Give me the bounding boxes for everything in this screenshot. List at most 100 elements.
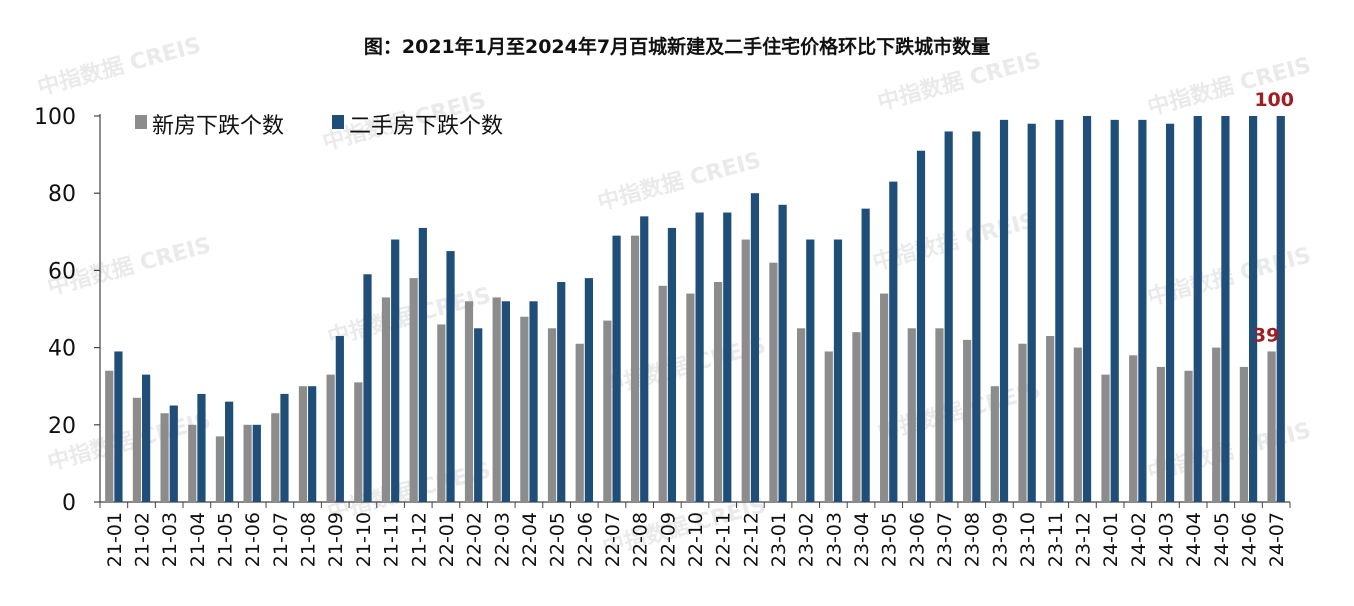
x-tick-label: 22-11	[713, 512, 735, 567]
x-tick-label: 21-02	[132, 512, 154, 567]
bar-second-21-09	[335, 336, 344, 502]
bar-new-23-03	[824, 351, 833, 502]
x-tick-label: 23-05	[879, 512, 901, 567]
legend-new-label: 新房下跌个数	[152, 114, 284, 139]
bar-new-22-06	[575, 343, 584, 502]
bar-second-21-10	[363, 274, 372, 502]
bar-new-22-08	[630, 235, 640, 502]
x-tick-label: 21-06	[242, 512, 264, 567]
x-tick-label: 24-04	[1183, 512, 1205, 567]
x-tick-label: 22-06	[574, 512, 596, 567]
legend-second-label: 二手房下跌个数	[349, 114, 503, 139]
bar-second-24-06	[1248, 116, 1258, 502]
bar-second-22-06	[584, 278, 594, 502]
x-tick-label: 23-04	[851, 512, 873, 567]
bar-second-21-11	[391, 239, 400, 502]
bar-second-23-05	[889, 181, 898, 502]
x-tick-label: 24-01	[1100, 512, 1122, 567]
bar-new-22-02	[464, 301, 474, 502]
y-tick-label: 40	[48, 337, 76, 362]
bar-second-24-03	[1165, 123, 1175, 502]
x-tick-label: 22-08	[630, 512, 652, 567]
bar-second-23-09	[999, 119, 1009, 503]
x-tick-label: 21-12	[408, 512, 430, 567]
bar-second-21-12	[418, 227, 427, 502]
legend: 新房下跌个数 二手房下跌个数	[135, 114, 503, 139]
bar-second-23-07	[944, 131, 953, 502]
bar-new-22-11	[713, 281, 723, 502]
x-tick-label: 23-02	[796, 512, 818, 567]
x-tick-label: 23-01	[768, 512, 790, 567]
bar-new-22-07	[603, 320, 612, 502]
x-tick-label: 21-05	[215, 512, 237, 567]
bar-new-23-06	[907, 328, 916, 502]
x-tick-label: 21-10	[353, 512, 375, 567]
x-tick-label: 23-11	[1045, 512, 1067, 567]
x-tick-label: 22-04	[519, 512, 541, 567]
x-tick-label: 24-03	[1155, 512, 1177, 567]
y-tick-label: 100	[34, 105, 76, 130]
x-tick-label: 22-12	[740, 512, 762, 567]
bar-second-22-09	[667, 227, 677, 502]
bar-second-22-02	[474, 328, 483, 502]
x-tick-label: 24-06	[1238, 512, 1260, 567]
x-tick-label: 23-12	[1072, 512, 1094, 567]
bar-second-23-10	[1027, 123, 1036, 502]
bar-second-24-05	[1221, 116, 1230, 502]
x-tick-label: 23-06	[906, 512, 928, 567]
x-tick-label: 23-09	[989, 512, 1011, 567]
bar-new-23-02	[796, 328, 806, 502]
x-tick-label: 21-03	[159, 512, 181, 567]
x-tick-label: 21-01	[104, 512, 126, 567]
bar-new-21-02	[132, 397, 142, 502]
bar-second-21-02	[142, 374, 151, 502]
x-tick-label: 24-05	[1211, 512, 1233, 567]
legend-new-swatch	[135, 115, 147, 129]
x-tick-label: 21-07	[270, 512, 292, 567]
bar-new-21-12	[409, 278, 418, 502]
bar-new-24-05	[1212, 347, 1221, 502]
bar-second-22-05	[557, 281, 566, 502]
x-tick-label: 22-05	[547, 512, 569, 567]
chart-title: 图：2021年1月至2024年7月百城新建及二手住宅价格环比下跌城市数量	[363, 36, 991, 58]
bar-second-21-01	[114, 351, 123, 502]
bar-second-22-12	[750, 193, 760, 502]
x-tick-label: 22-10	[685, 512, 707, 567]
bar-second-22-11	[723, 212, 732, 502]
bar-new-24-02	[1129, 355, 1138, 502]
bar-new-21-03	[160, 413, 169, 502]
bar-second-23-12	[1082, 116, 1092, 502]
y-tick-label: 80	[48, 182, 76, 207]
watermark-text: 中指数据 CREIS	[35, 32, 204, 101]
bar-second-22-01	[446, 251, 455, 502]
x-tick-label: 22-02	[464, 512, 486, 567]
bar-second-24-07	[1276, 116, 1285, 502]
bar-new-22-05	[547, 328, 557, 502]
bar-new-23-07	[935, 328, 944, 502]
x-tick-label: 21-09	[325, 512, 347, 567]
bar-second-24-04	[1193, 116, 1202, 502]
x-tick-label: 23-07	[934, 512, 956, 567]
bar-new-21-09	[326, 374, 335, 502]
bar-new-21-01	[105, 370, 114, 502]
x-tick-label: 21-04	[187, 512, 209, 567]
x-tick-label: 23-03	[823, 512, 845, 567]
bar-new-22-09	[658, 285, 667, 502]
bar-second-21-04	[197, 393, 206, 502]
bar-new-22-12	[741, 239, 750, 502]
bar-second-21-06	[252, 424, 261, 502]
bar-second-21-07	[280, 393, 289, 502]
x-tick-label: 24-07	[1266, 512, 1288, 567]
bar-new-23-05	[880, 293, 889, 502]
bar-new-22-10	[686, 293, 695, 502]
bar-second-22-03	[501, 301, 510, 502]
bar-new-24-06	[1239, 366, 1248, 502]
bar-new-23-09	[990, 386, 999, 502]
x-tick-label: 24-02	[1128, 512, 1150, 567]
bar-new-23-08	[963, 339, 972, 502]
bar-new-23-12	[1073, 347, 1082, 502]
watermark-text: 中指数据 CREIS	[875, 47, 1044, 116]
bar-new-24-04	[1184, 370, 1193, 502]
bar-new-21-10	[354, 382, 363, 502]
